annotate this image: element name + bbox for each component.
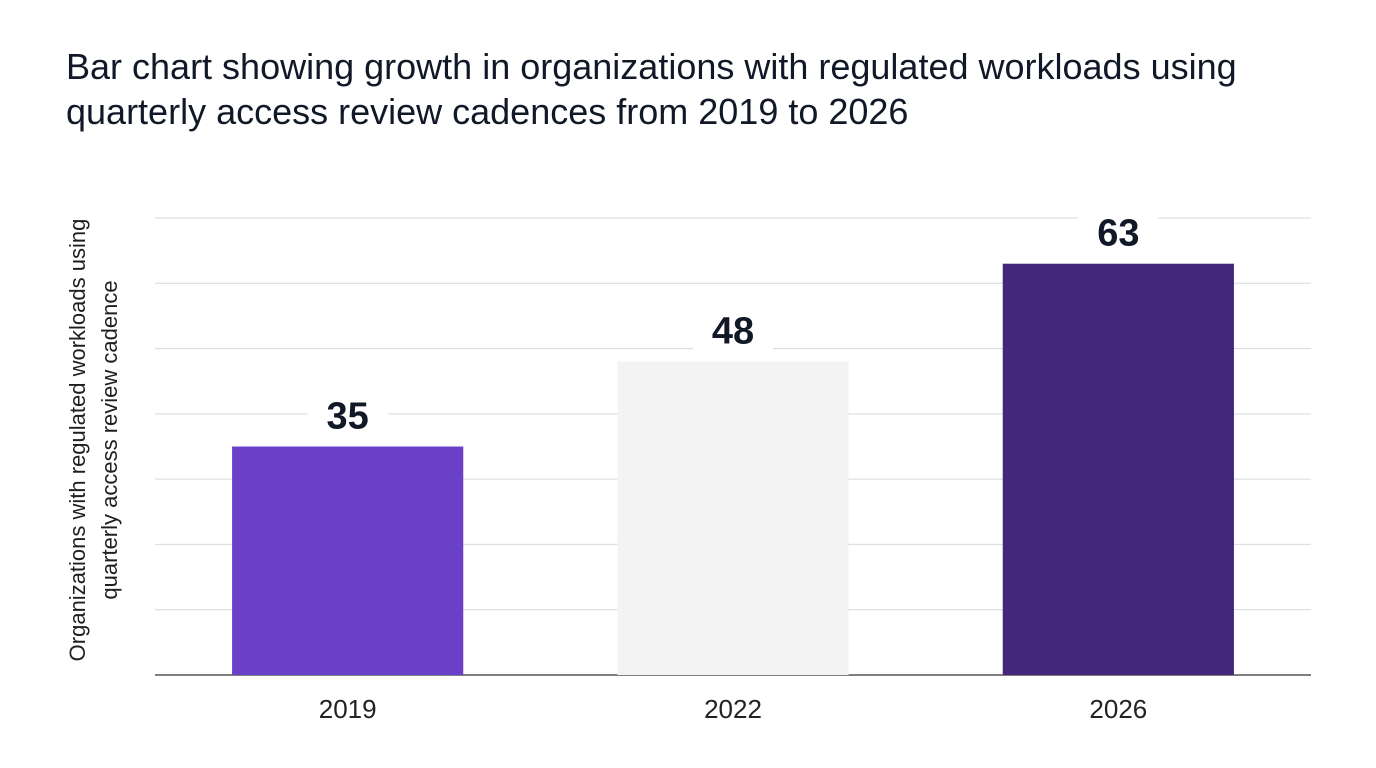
- value-label: 63: [1097, 213, 1139, 255]
- bar: [617, 361, 849, 675]
- value-label: 48: [712, 311, 754, 353]
- bar: [1002, 263, 1234, 675]
- x-tick-label: 2022: [704, 694, 762, 724]
- value-label-bg: [1078, 211, 1159, 256]
- x-tick-label: 2026: [1089, 694, 1147, 724]
- x-tick-label: 2019: [319, 694, 377, 724]
- value-label-bg: [307, 394, 388, 439]
- bar: [232, 446, 464, 675]
- chart-title: Bar chart showing growth in organization…: [66, 46, 1237, 132]
- value-label-bg: [693, 309, 773, 354]
- value-label: 35: [327, 396, 369, 438]
